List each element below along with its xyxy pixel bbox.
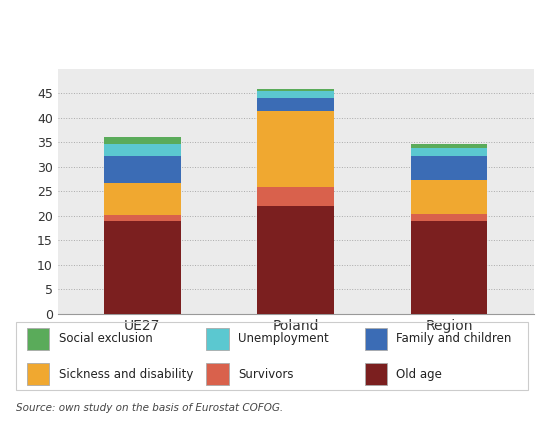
Bar	[257, 206, 334, 314]
Bar	[411, 214, 487, 221]
Bar	[104, 144, 180, 156]
Text: Family and children: Family and children	[397, 332, 512, 345]
Text: Sickness and disability: Sickness and disability	[58, 368, 193, 381]
Bar	[104, 215, 180, 221]
Text: Survivors: Survivors	[238, 368, 294, 381]
Text: Source: own study on the basis of Eurostat COFOG.: Source: own study on the basis of Eurost…	[16, 403, 284, 413]
Text: Social exclusion: Social exclusion	[58, 332, 152, 345]
Bar	[104, 221, 180, 314]
Bar	[411, 144, 487, 148]
FancyBboxPatch shape	[206, 327, 229, 350]
Bar	[411, 148, 487, 156]
Bar	[104, 156, 180, 183]
Bar	[257, 110, 334, 187]
FancyBboxPatch shape	[365, 363, 387, 385]
Bar	[104, 137, 180, 144]
Bar	[411, 156, 487, 180]
Bar	[104, 183, 180, 215]
Bar	[257, 91, 334, 98]
Text: Expressed as a share in public spending in 2011 (%): Expressed as a share in public spending …	[14, 45, 342, 58]
Text: Unemployment: Unemployment	[238, 332, 329, 345]
Bar	[411, 221, 487, 314]
FancyBboxPatch shape	[27, 327, 49, 350]
FancyBboxPatch shape	[206, 363, 229, 385]
Text: Old age: Old age	[397, 368, 442, 381]
FancyBboxPatch shape	[365, 327, 387, 350]
Bar	[257, 88, 334, 91]
FancyBboxPatch shape	[27, 363, 49, 385]
Bar	[257, 187, 334, 206]
Bar	[411, 180, 487, 214]
Bar	[257, 98, 334, 110]
Text: Selected expenditure in social protection category: Selected expenditure in social protectio…	[14, 12, 527, 30]
